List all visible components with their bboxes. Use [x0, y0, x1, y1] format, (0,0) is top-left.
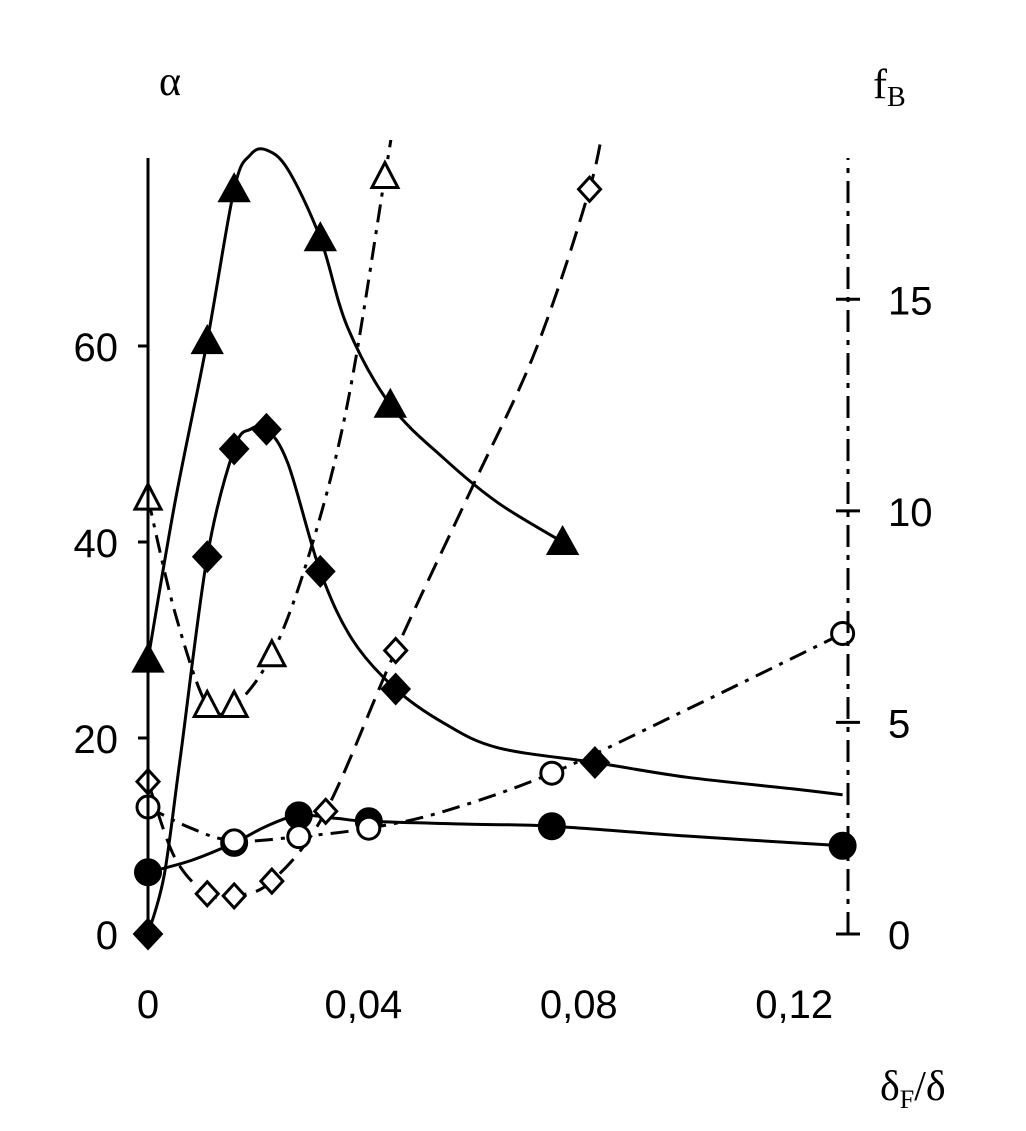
marker-open-triangle-4	[369, 159, 401, 190]
y-left-tick-label: 0	[96, 914, 118, 958]
marker-open-diamond-5	[382, 636, 409, 665]
series-line-1	[146, 424, 843, 935]
marker-open-circle-1	[221, 828, 247, 854]
y-right-axis-label-sub: B	[887, 82, 906, 113]
marker-filled-diamond-2	[218, 432, 250, 466]
y-right-axis-label: fB	[873, 62, 906, 113]
marker-open-diamond-3	[258, 866, 285, 896]
marker-open-diamond-4	[312, 797, 339, 826]
series-lines	[146, 140, 844, 935]
marker-open-triangle-1	[191, 688, 223, 718]
marker-open-diamond-6	[576, 175, 603, 204]
marker-open-circle-2	[286, 824, 312, 850]
x-tick-label: 0	[137, 983, 159, 1027]
y-right-axis-label-main: f	[873, 62, 887, 108]
series-line-4	[146, 140, 603, 900]
marker-filled-diamond-3	[251, 412, 282, 446]
marker-filled-triangle-4	[373, 387, 408, 418]
marker-filled-diamond-5	[380, 672, 412, 706]
marker-open-circle-4	[539, 760, 565, 786]
y-left-tick-label: 40	[74, 522, 119, 566]
marker-filled-triangle-3	[303, 221, 338, 252]
marker-filled-triangle-2	[217, 172, 251, 203]
series-line-0	[146, 147, 564, 660]
x-axis-label-sub: F	[900, 1085, 914, 1114]
axis-labels: α fB δF/δ	[159, 59, 946, 1114]
marker-open-diamond-2	[221, 881, 248, 911]
marker-open-circle-3	[356, 815, 382, 841]
marker-filled-triangle-5	[545, 524, 580, 555]
x-tick-label: 0,12	[755, 983, 833, 1027]
marker-filled-diamond-4	[304, 554, 336, 588]
y-left-tick-label: 20	[74, 718, 119, 762]
y-left-axis-label: α	[159, 59, 181, 105]
series-line-5	[147, 632, 844, 843]
marker-filled-diamond-6	[579, 746, 611, 779]
series-line-3	[146, 140, 393, 717]
y-right-tick-label: 15	[888, 279, 933, 323]
marker-filled-triangle-1	[190, 324, 224, 355]
x-axis-label-tail: /δ	[914, 1064, 945, 1110]
y-right-tick-label: 0	[888, 914, 910, 958]
x-axis-label: δF/δ	[880, 1064, 946, 1114]
x-axis-label-main: δ	[880, 1064, 900, 1110]
y-left-tick-label: 60	[74, 326, 119, 370]
x-tick-label: 0,04	[324, 983, 402, 1027]
y-right-tick-label: 10	[888, 491, 933, 535]
marker-open-triangle-2	[218, 688, 250, 718]
marker-filled-circle-5	[828, 831, 857, 860]
axes: 0 20 40 60 0 5 10 15 0 0,04 0,08 0,12	[74, 158, 933, 1027]
marker-filled-diamond-1	[191, 540, 223, 574]
marker-filled-circle-4	[537, 812, 566, 841]
series-markers	[131, 159, 857, 951]
series-line-2	[147, 813, 843, 874]
marker-open-diamond-1	[194, 879, 221, 909]
marker-open-circle-5	[830, 621, 856, 647]
x-tick-label: 0,08	[540, 983, 618, 1027]
y-right-tick-label: 5	[888, 702, 910, 746]
marker-open-triangle-3	[256, 637, 288, 668]
